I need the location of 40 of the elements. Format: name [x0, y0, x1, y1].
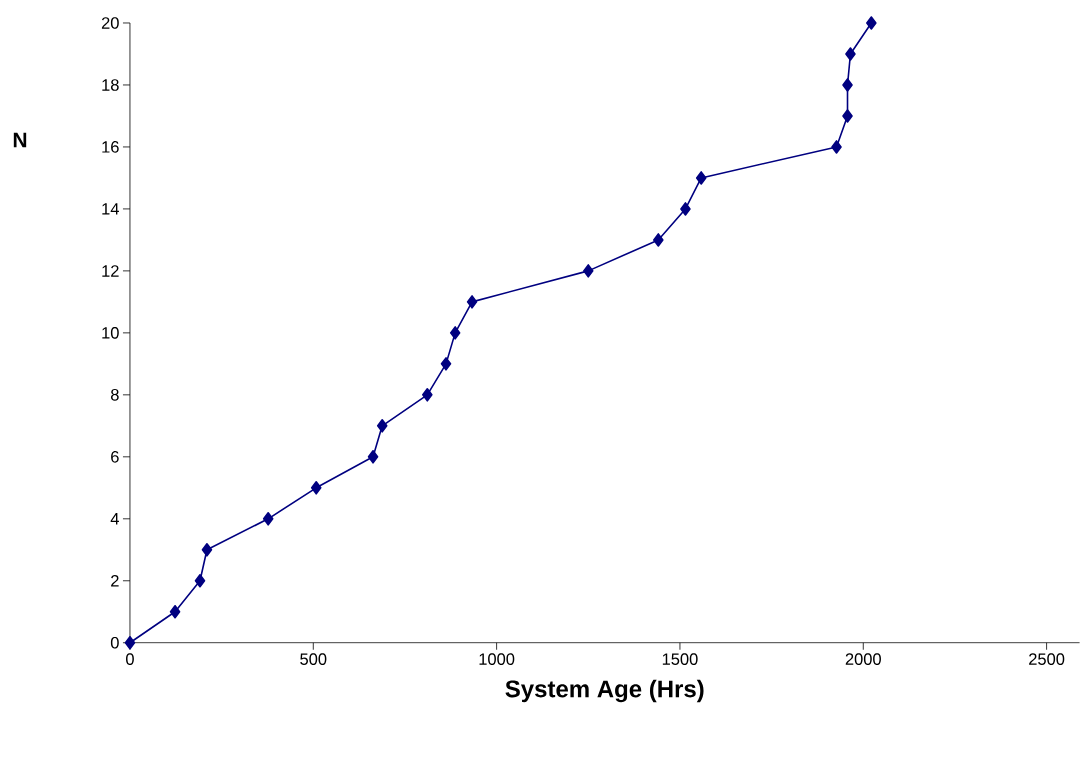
point	[653, 233, 664, 247]
point	[367, 450, 379, 464]
point	[582, 264, 594, 278]
x-tick-label: 2500	[1029, 653, 1065, 666]
y-tick-label: 20	[101, 17, 119, 29]
y-tick-label: 12	[102, 265, 119, 277]
y-axis-title: N	[13, 132, 27, 148]
y-tick-label: 18	[102, 79, 119, 91]
y-tick-label: 0	[110, 637, 119, 649]
y-tick-label: 6	[111, 451, 119, 463]
point	[466, 295, 478, 309]
point	[422, 388, 433, 402]
x-tick-label: 500	[300, 653, 327, 666]
y-tick-label: 8	[110, 389, 119, 401]
point	[449, 326, 461, 340]
x-axis-title: System Age (Hrs)	[505, 679, 704, 703]
y-tick-label: 14	[102, 203, 119, 215]
point	[310, 481, 322, 495]
y-tick-label: 10	[102, 327, 119, 339]
y-tick-label: 2	[111, 575, 119, 587]
y-tick-label: 4	[110, 513, 119, 525]
point	[194, 574, 206, 588]
x-tick-label: 1500	[662, 653, 698, 666]
point	[831, 140, 842, 154]
y-tick-label: 16	[102, 141, 119, 153]
point	[842, 78, 853, 92]
point	[376, 419, 388, 433]
point	[201, 543, 213, 557]
point	[124, 636, 136, 650]
point	[262, 512, 274, 526]
point	[440, 357, 452, 371]
point	[680, 202, 691, 216]
x-tick-label: 2000	[845, 653, 881, 666]
x-tick-label: 1000	[479, 653, 515, 666]
point	[845, 47, 856, 61]
point	[866, 16, 877, 30]
x-tick-label: 0	[126, 653, 134, 666]
point	[169, 605, 181, 619]
point	[695, 171, 707, 185]
point	[842, 109, 853, 123]
